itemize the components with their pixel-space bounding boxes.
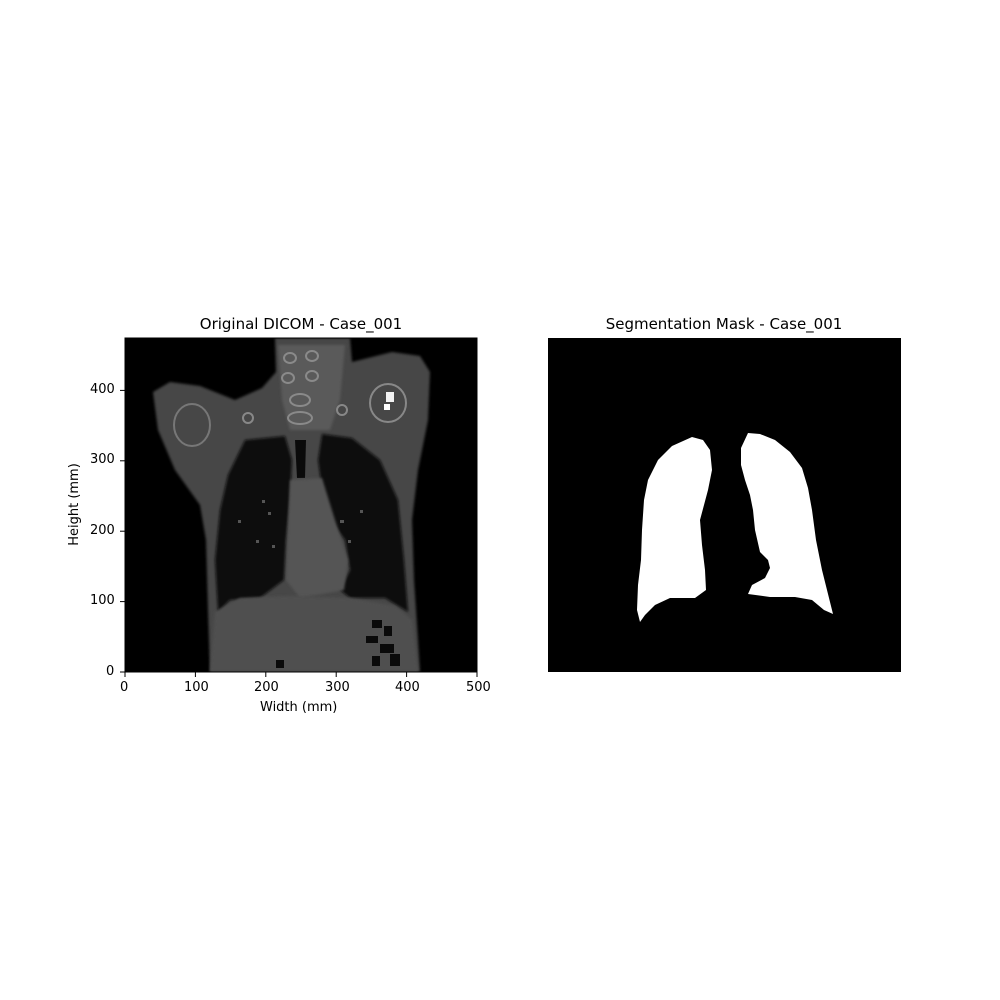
x-axis-ticks <box>124 672 478 677</box>
right-lung-dark <box>215 436 292 612</box>
y-tick-label: 300 <box>90 452 115 467</box>
neck-region <box>278 345 345 430</box>
x-tick-label: 400 <box>395 680 420 695</box>
y-axis-label: Height (mm) <box>66 463 82 546</box>
abdomen <box>210 596 418 672</box>
mask-right-lung <box>637 437 712 622</box>
humeral-head-right <box>369 383 407 423</box>
y-tick-label: 200 <box>90 523 115 538</box>
left-panel-title: Original DICOM - Case_001 <box>199 315 403 333</box>
y-axis-ticks <box>120 389 125 673</box>
x-tick-label: 100 <box>184 680 209 695</box>
right-panel-title: Segmentation Mask - Case_001 <box>605 315 843 333</box>
x-tick-label: 500 <box>466 680 491 695</box>
bowel-gas <box>276 620 400 668</box>
x-tick-label: 300 <box>325 680 350 695</box>
implant-bright-2 <box>384 404 390 410</box>
segmentation-mask-image <box>548 338 901 672</box>
y-tick-label: 0 <box>106 664 115 679</box>
implant-bright <box>386 392 394 402</box>
clavicle-left <box>242 412 254 424</box>
trachea <box>295 440 306 478</box>
left-lung-dark <box>318 434 408 612</box>
x-axis-label: Width (mm) <box>260 700 338 715</box>
y-tick-label: 400 <box>90 382 115 397</box>
vertebrae <box>281 350 319 425</box>
clavicle-right <box>336 404 348 416</box>
mask-speckles <box>690 512 770 521</box>
left-axes-frame <box>124 337 478 673</box>
x-tick-label: 0 <box>120 680 129 695</box>
y-tick-label: 100 <box>90 593 115 608</box>
mediastinum <box>286 478 348 598</box>
humeral-head-left <box>173 403 211 447</box>
lung-vessels <box>238 500 363 548</box>
x-tick-label: 200 <box>254 680 279 695</box>
ct-image <box>125 338 477 672</box>
mask-left-lung <box>741 433 833 614</box>
